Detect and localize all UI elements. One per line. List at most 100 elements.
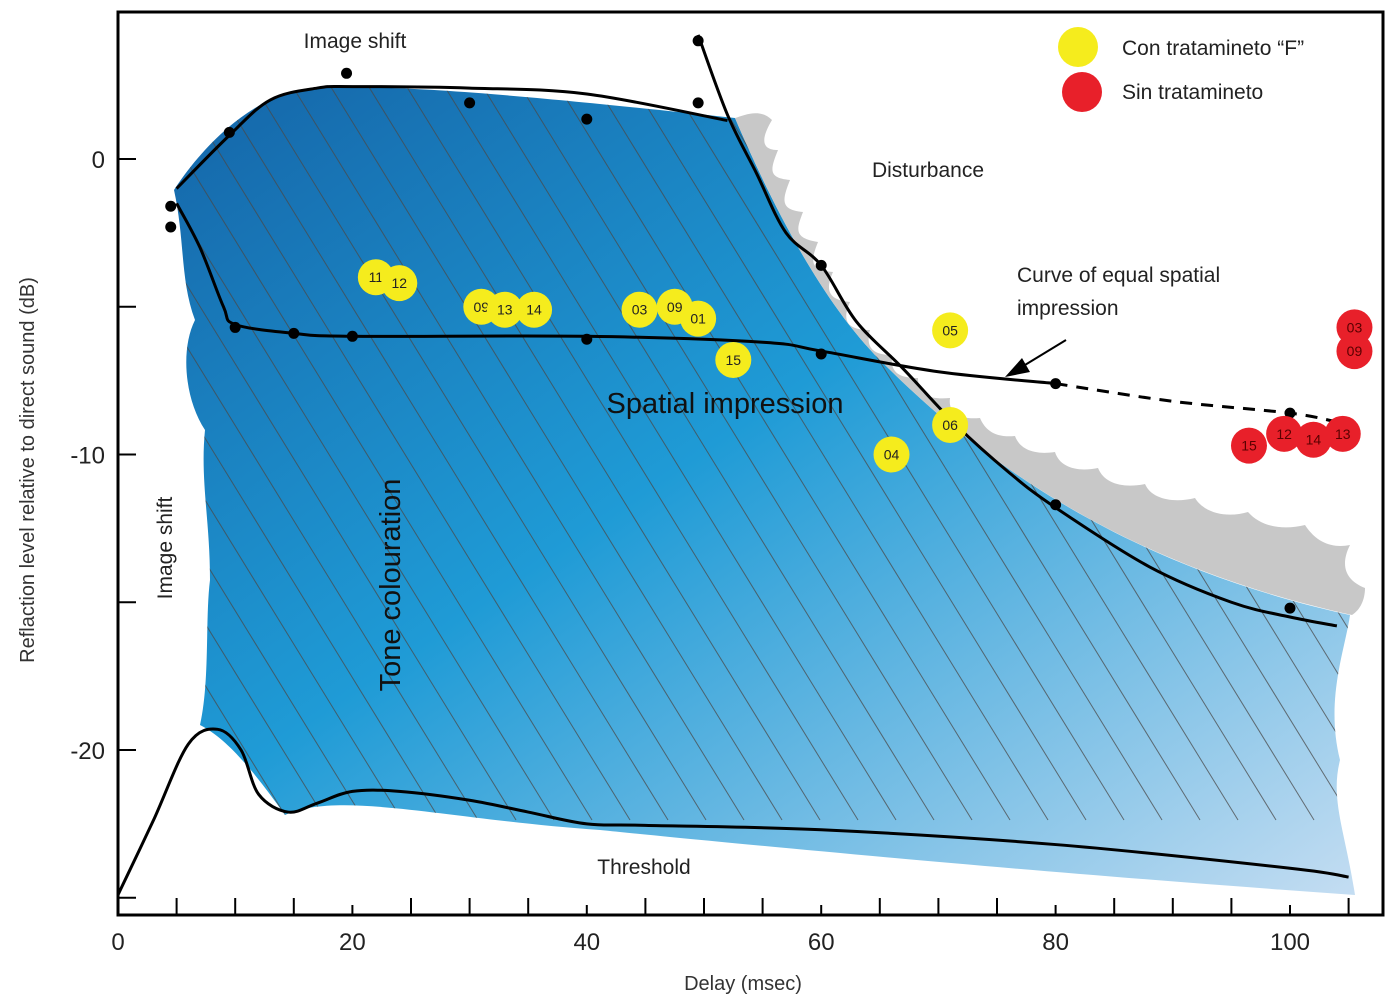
red-marker: 14 (1295, 421, 1332, 458)
label-curve-equal: Curve of equal spatial (1017, 264, 1220, 287)
hatch-line (174, 87, 403, 821)
yellow-marker: 13 (486, 291, 523, 328)
marker-label: 09 (667, 299, 683, 315)
marker-circle (516, 291, 553, 328)
label-image-shift-left: Image shift (154, 496, 177, 599)
curve-point (1050, 499, 1062, 511)
marker-label: 03 (1347, 319, 1363, 335)
marker-circle (680, 300, 717, 337)
yellow-marker: 14 (516, 291, 553, 328)
pointer-arrow (1005, 339, 1067, 377)
curve-point (165, 221, 177, 233)
curve-point (581, 113, 593, 125)
x-tick-label: 80 (1042, 929, 1069, 956)
hatch-line (453, 87, 935, 821)
curve-point (692, 97, 704, 109)
curve-point (223, 126, 235, 138)
label-image-shift-top: Image shift (304, 30, 407, 53)
hatch-line (529, 87, 1011, 821)
legend-swatch-red (1062, 72, 1102, 112)
curve-point (165, 200, 177, 212)
data-markers: 11 12 09 13 14 03 09 01 15 05 06 04 03 09 15 12 14 13 (357, 259, 1373, 473)
hatch-line (174, 87, 555, 821)
hatch-line (301, 87, 783, 821)
marker-circle (1266, 415, 1303, 452)
x-tick-label: 20 (339, 929, 366, 956)
marker-circle (1324, 415, 1361, 452)
marker-circle (1230, 427, 1267, 464)
hatch-line (174, 87, 479, 821)
spatial-impression-region (174, 87, 1355, 895)
marker-circle (486, 291, 523, 328)
label-spatial-impression: Spatial impression (607, 388, 844, 420)
red-marker: 09 (1336, 333, 1373, 370)
legend-label-red: Sin tratamineto (1122, 81, 1263, 104)
legend-label-yellow: Con tratamineto “F” (1122, 37, 1304, 60)
hatch-line (174, 87, 631, 821)
marker-label: 09 (1347, 343, 1363, 359)
disturbance-curve (696, 34, 1338, 628)
marker-label: 13 (497, 302, 513, 318)
marker-label: 11 (369, 269, 384, 285)
curve-point (288, 327, 300, 339)
marker-label: 15 (726, 352, 742, 368)
yellow-marker: 15 (715, 341, 752, 378)
hatch-line (263, 87, 745, 821)
marker-label: 12 (1276, 426, 1292, 442)
y-tick-label: -10 (70, 443, 105, 470)
y-axis-title: Reflaction level relative to direct soun… (17, 277, 39, 663)
marker-label: 05 (942, 322, 958, 338)
hatch-line (643, 87, 1125, 821)
hatch-line (377, 87, 859, 821)
yellow-marker: 06 (932, 406, 969, 443)
x-tick-label: 60 (808, 929, 835, 956)
y-tick-label: -20 (70, 738, 105, 765)
image-shift-upper-curve (175, 84, 728, 190)
hatch-line (415, 87, 897, 821)
marker-label: 12 (391, 275, 407, 291)
x-tick-label: 40 (573, 929, 600, 956)
disturbance-region (735, 113, 1365, 615)
curve-point (346, 330, 358, 342)
curve-point (1050, 378, 1062, 390)
yellow-marker: 04 (873, 436, 910, 473)
yellow-marker: 12 (381, 265, 418, 302)
y-tick-label: 0 (92, 147, 105, 174)
hatch-line (225, 87, 707, 821)
marker-label: 01 (690, 311, 706, 327)
hatch-line (605, 87, 1087, 821)
curves (116, 34, 1349, 896)
yellow-marker: 01 (680, 300, 717, 337)
red-marker: 15 (1230, 427, 1267, 464)
marker-circle (1336, 333, 1373, 370)
marker-label: 03 (632, 302, 648, 318)
x-axis-title: Delay (msec) (684, 973, 802, 995)
hatch-line (174, 87, 593, 821)
curve-point (1284, 602, 1296, 614)
x-axis: 0 20 40 60 80 100 (111, 898, 1350, 956)
marker-circle (1295, 421, 1332, 458)
label-curve-equal-2: impression (1017, 297, 1119, 320)
marker-label: 13 (1335, 426, 1351, 442)
marker-circle (932, 312, 969, 349)
marker-label: 14 (526, 302, 542, 318)
curve-point (815, 259, 827, 271)
marker-circle (932, 406, 969, 443)
marker-label: 15 (1241, 438, 1257, 454)
label-threshold: Threshold (597, 856, 690, 879)
yellow-marker: 03 (621, 291, 658, 328)
equal-spatial-dashed-curve (1055, 382, 1338, 424)
red-marker: 12 (1266, 415, 1303, 452)
label-tone-colouration: Tone colouration (375, 479, 407, 692)
marker-circle (873, 436, 910, 473)
marker-label: 09 (474, 299, 490, 315)
hatch-line (339, 87, 821, 821)
label-disturbance: Disturbance (872, 159, 984, 182)
spatial-lower-curve (175, 202, 1056, 386)
threshold-curve (116, 727, 1349, 896)
legend-swatch-yellow (1058, 27, 1098, 67)
hatch-line (174, 87, 365, 821)
hatch-line (491, 87, 973, 821)
hatch-line (174, 87, 327, 821)
y-axis: 0 -10 -20 (70, 147, 136, 899)
